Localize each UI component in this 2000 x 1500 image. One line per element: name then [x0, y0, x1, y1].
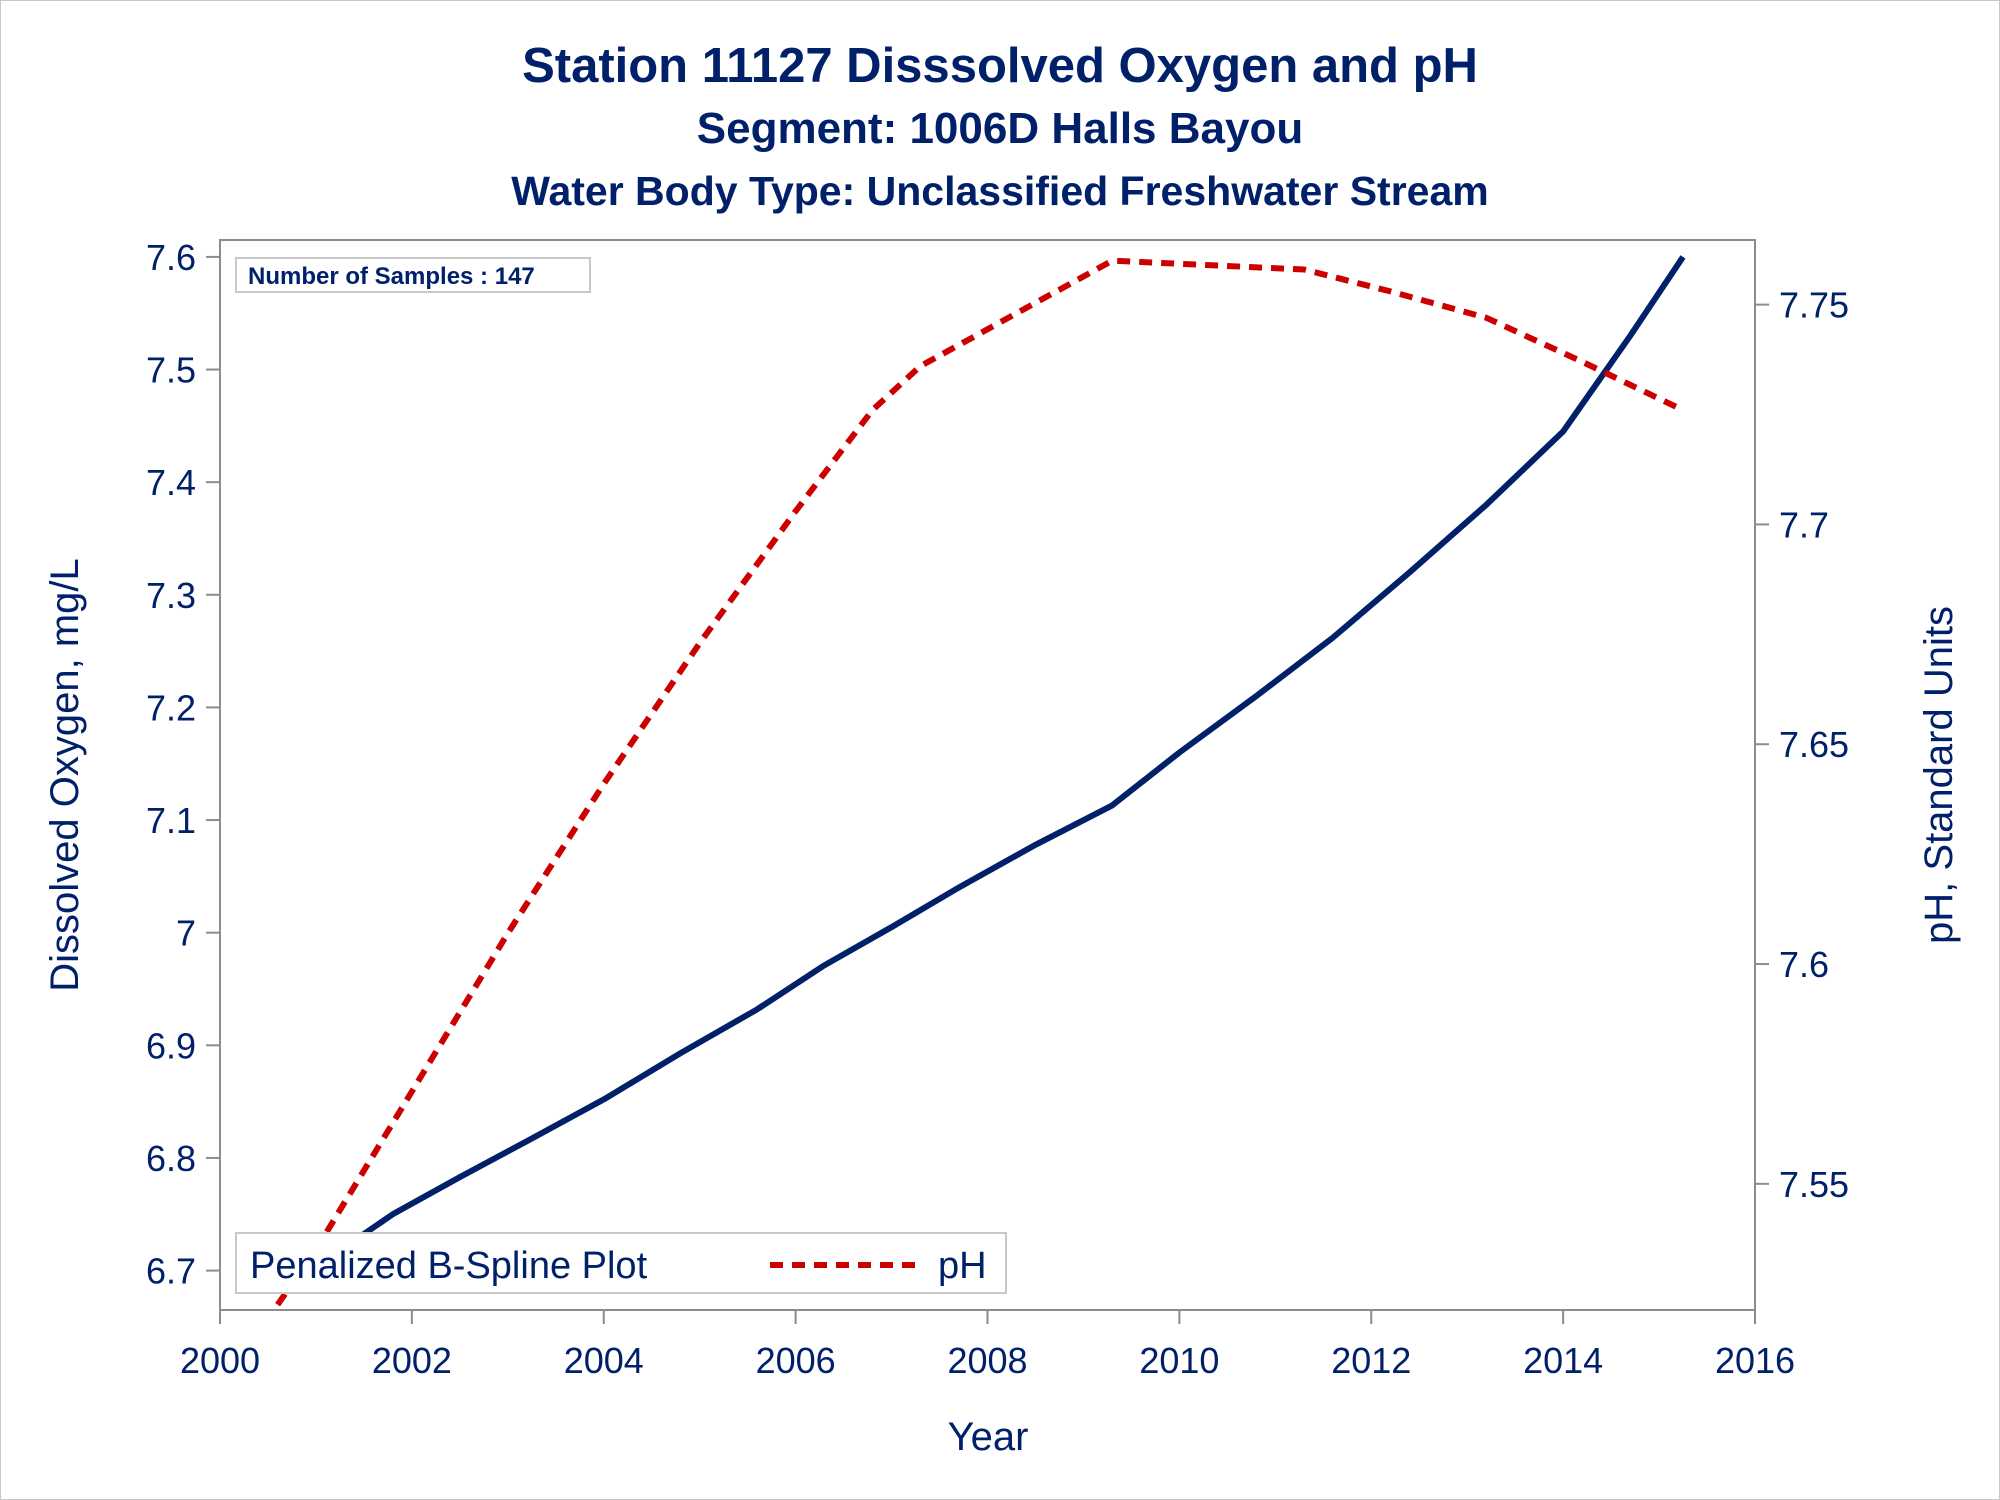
y-tick-label: 7.3	[146, 575, 196, 616]
y-tick-label: 7.2	[146, 687, 196, 728]
y-tick-label: 7.1	[146, 800, 196, 841]
y-axis-left: 6.7 6.8 6.9 7 7.1 7.2 7.3 7.4 7.5 7.6	[146, 237, 220, 1292]
y-tick-label: 6.7	[146, 1251, 196, 1292]
chart-subtitle-water-body: Water Body Type: Unclassified Freshwater…	[511, 168, 1489, 214]
x-tick-label: 2008	[947, 1340, 1027, 1381]
x-tick-label: 2006	[756, 1340, 836, 1381]
y2-tick-label: 7.65	[1779, 724, 1849, 765]
ph-line	[275, 257, 1685, 1307]
x-tick-label: 2004	[564, 1340, 644, 1381]
legend-label-ph: pH	[938, 1245, 987, 1287]
y2-tick-label: 7.6	[1779, 944, 1829, 985]
y2-tick-label: 7.55	[1779, 1164, 1849, 1205]
chart-title: Station 11127 Disssolved Oxygen and pH	[522, 39, 1478, 93]
x-axis-label: Year	[948, 1415, 1029, 1459]
samples-inset: Number of Samples : 147	[235, 257, 591, 293]
plot-area	[219, 239, 1756, 1311]
legend: Penalized B-Spline Plot pH	[235, 1232, 1007, 1294]
dissolved-oxygen-line	[276, 255, 1686, 1293]
x-tick-label: 2014	[1523, 1340, 1603, 1381]
y-tick-label: 7.6	[146, 237, 196, 278]
y-axis-right: 7.55 7.6 7.65 7.7 7.75	[1755, 285, 1849, 1205]
y-axis-label: Dissolved Oxygen, mg/L	[43, 558, 87, 992]
legend-box	[235, 1232, 1007, 1294]
x-tick-label: 2000	[180, 1340, 260, 1381]
samples-inset-box	[235, 257, 591, 293]
x-axis: 2000 2002 2004 2006 2008 2010 2012 2014 2016	[180, 1310, 1795, 1381]
y-tick-label: 7	[176, 913, 196, 954]
legend-label-penalized-bspline: Penalized B-Spline Plot	[250, 1245, 648, 1287]
x-tick-label: 2010	[1139, 1340, 1219, 1381]
series-layer	[275, 255, 1686, 1307]
y2-tick-label: 7.7	[1779, 504, 1829, 545]
x-tick-label: 2002	[372, 1340, 452, 1381]
samples-count-label: Number of Samples : 147	[248, 263, 535, 290]
y-tick-label: 6.9	[146, 1025, 196, 1066]
y2-tick-label: 7.75	[1779, 285, 1849, 326]
chart-subtitle-segment: Segment: 1006D Halls Bayou	[696, 104, 1304, 153]
x-tick-label: 2012	[1331, 1340, 1411, 1381]
y-tick-label: 6.8	[146, 1138, 196, 1179]
y-tick-label: 7.4	[146, 462, 196, 503]
x-tick-label: 2016	[1715, 1340, 1795, 1381]
y2-axis-label: pH, Standard Units	[1917, 606, 1961, 944]
y-tick-label: 7.5	[146, 350, 196, 391]
